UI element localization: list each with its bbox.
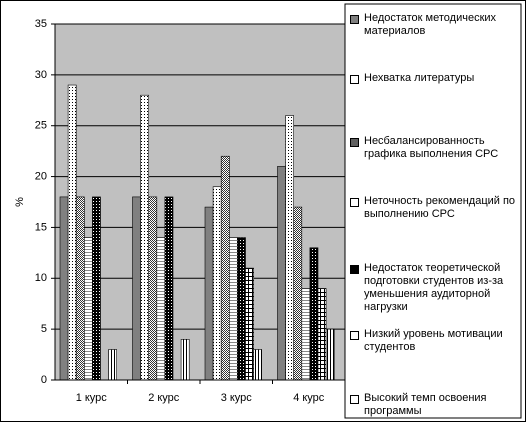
x-tick-label: 4 курс [293,392,325,404]
x-tick-label: 3 курс [221,392,253,404]
legend-item: Недостаток теоретической подготовки студ… [350,262,520,314]
y-tick-label: 20 [35,170,47,182]
y-tick-label: 5 [41,323,47,335]
bar [325,328,335,381]
bar [75,196,85,381]
legend-label: Высокий темп освоения программы [364,392,487,417]
y-tick-label: 35 [35,18,47,30]
y-tick-label: 0 [41,374,47,386]
bar [245,267,254,381]
legend-swatch [350,15,359,24]
bar [212,186,222,381]
y-tick-label: 15 [35,221,47,233]
legend-label: Несбалансированность графика выполнения … [364,135,499,160]
bar [132,196,141,381]
bar [277,166,286,381]
x-tick-label: 2 курс [148,392,180,404]
y-tick-label: 10 [35,272,47,284]
y-tick-label: 30 [35,69,47,81]
legend-swatch [350,395,359,404]
bar [84,237,93,381]
bar [148,196,158,381]
legend-item: Нехватка литературы [350,72,520,85]
legend-label: Недостаток теоретической подготовки студ… [364,262,504,313]
legend-swatch [350,75,359,84]
legend-swatch [350,138,359,147]
legend-label: Низкий уровень мотивации студентов [364,328,503,353]
legend-item: Несбалансированность графика выполнения … [350,135,520,161]
legend-swatch [350,265,359,274]
bar [293,206,303,381]
legend-label: Недостаток методических материалов [364,12,497,37]
bar [317,288,327,381]
bar [285,115,295,381]
bar [59,196,69,381]
bar [180,339,190,381]
bar [237,237,246,381]
legend-box [344,3,522,419]
y-axis-label: % [14,197,26,207]
legend-item: Недостаток методических материалов [350,12,520,38]
bar [204,206,214,381]
legend-label: Нехватка литературы [364,72,475,84]
bar [220,155,230,381]
legend-item: Низкий уровень мотивации студентов [350,328,520,354]
bar [164,196,174,381]
legend-item: Высокий темп освоения программы [350,392,520,418]
legend-label: Неточность рекомендаций по выполнению СР… [364,195,516,220]
bar [67,84,77,381]
bar [253,349,263,381]
bar [229,237,238,381]
y-tick-label: 25 [35,120,47,132]
bar [92,196,101,381]
bar [108,349,117,381]
bar [309,247,319,381]
x-tick-label: 1 курс [76,392,108,404]
bar [140,94,150,381]
legend-swatch [350,331,359,340]
legend-swatch [350,198,359,207]
bar [301,288,311,381]
legend-item: Неточность рекомендаций по выполнению СР… [350,195,520,221]
bar [156,237,166,381]
